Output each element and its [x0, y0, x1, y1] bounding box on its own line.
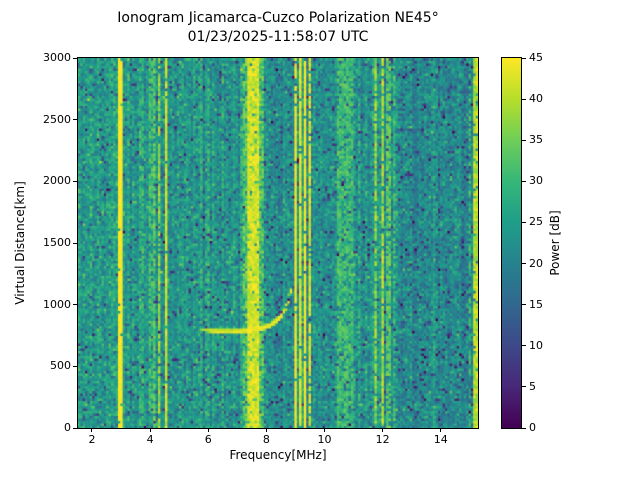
- x-tick-mark: [207, 428, 209, 432]
- plot-title-line1: Ionogram Jicamarca-Cuzco Polarization NE…: [117, 10, 439, 26]
- y-tick-mark: [73, 180, 77, 182]
- x-tick-label: 14: [433, 433, 448, 446]
- x-tick-mark: [149, 428, 151, 432]
- x-tick-mark: [324, 428, 325, 432]
- y-tick-label: 0: [64, 421, 71, 434]
- y-tick-label: 2500: [43, 112, 71, 126]
- colorbar-tick-mark: [522, 304, 526, 306]
- ionogram-heatmap-canvas: [78, 58, 478, 428]
- colorbar: [501, 57, 522, 429]
- y-axis-label: Virtual Distance[km]: [13, 181, 27, 305]
- colorbar-gradient: [502, 58, 521, 428]
- colorbar-tick-label: 15: [529, 297, 543, 311]
- x-tick-label: 2: [88, 433, 96, 446]
- y-tick-label: 2000: [43, 174, 71, 188]
- plot-title-line2: 01/23/2025-11:58:07 UTC: [187, 29, 369, 45]
- y-tick-label: 3000: [43, 51, 71, 64]
- y-tick-mark: [73, 304, 77, 306]
- y-tick-mark: [73, 242, 77, 244]
- colorbar-tick-label: 20: [529, 256, 543, 270]
- colorbar-tick-mark: [522, 386, 526, 388]
- y-tick-label: 500: [50, 359, 71, 373]
- y-tick-mark: [73, 365, 77, 367]
- colorbar-tick-mark: [522, 427, 526, 429]
- y-tick-mark: [73, 427, 77, 429]
- y-tick-mark: [73, 119, 77, 121]
- colorbar-tick-label: 45: [529, 51, 543, 64]
- colorbar-tick-mark: [522, 345, 526, 347]
- x-tick-label: 4: [146, 433, 154, 446]
- y-tick-label: 1500: [43, 236, 71, 249]
- x-tick-mark: [440, 428, 442, 432]
- plot-title: Ionogram Jicamarca-Cuzco Polarization NE…: [77, 9, 479, 47]
- colorbar-tick-mark: [522, 263, 526, 265]
- x-tick-label: 6: [204, 433, 212, 446]
- x-tick-mark: [265, 428, 267, 432]
- x-tick-mark: [382, 428, 384, 432]
- colorbar-tick-label: 25: [529, 215, 543, 229]
- colorbar-tick-label: 5: [529, 379, 536, 393]
- y-tick-mark: [73, 57, 77, 59]
- colorbar-label: Power [dB]: [548, 210, 562, 276]
- colorbar-tick-mark: [522, 139, 526, 141]
- x-axis-label: Frequency[MHz]: [229, 448, 327, 462]
- colorbar-tick-mark: [522, 221, 526, 223]
- x-tick-label: 10: [317, 433, 332, 446]
- heatmap-plot-area: [77, 57, 479, 429]
- colorbar-tick-mark: [522, 98, 526, 100]
- colorbar-tick-label: 0: [529, 421, 536, 434]
- y-tick-label: 1000: [43, 297, 71, 311]
- x-tick-mark: [91, 428, 93, 432]
- colorbar-tick-mark: [522, 180, 526, 182]
- x-tick-label: 12: [375, 433, 390, 446]
- colorbar-tick-mark: [522, 57, 526, 59]
- colorbar-tick-label: 35: [529, 133, 543, 147]
- colorbar-tick-label: 30: [529, 174, 543, 188]
- x-tick-label: 8: [262, 433, 270, 446]
- colorbar-tick-label: 40: [529, 92, 543, 106]
- colorbar-tick-label: 10: [529, 338, 543, 352]
